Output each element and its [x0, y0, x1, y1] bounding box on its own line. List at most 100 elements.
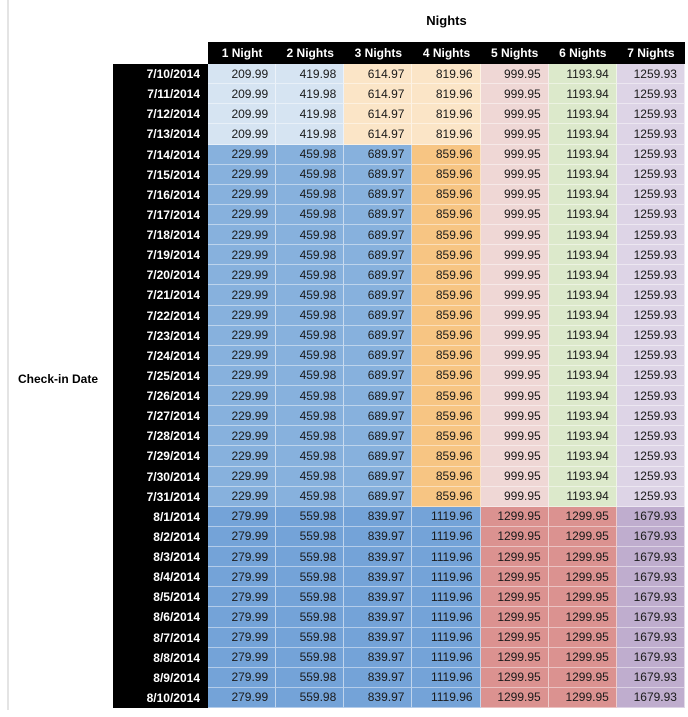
price-cell[interactable]: 1299.95 — [480, 587, 549, 608]
price-cell[interactable]: 459.98 — [276, 164, 345, 185]
price-cell[interactable]: 459.98 — [276, 325, 345, 346]
price-cell[interactable]: 1119.96 — [412, 547, 481, 568]
price-cell[interactable]: 999.95 — [480, 245, 549, 266]
price-cell[interactable]: 229.99 — [208, 285, 277, 306]
price-cell[interactable]: 1193.94 — [548, 325, 617, 346]
date-cell[interactable]: 7/26/2014 — [113, 386, 208, 407]
price-cell[interactable]: 279.99 — [208, 627, 277, 648]
date-cell[interactable]: 7/23/2014 — [113, 325, 208, 346]
price-cell[interactable]: 1119.96 — [412, 567, 481, 588]
price-cell[interactable]: 1299.95 — [548, 526, 617, 547]
price-cell[interactable]: 1259.93 — [616, 426, 685, 447]
price-cell[interactable]: 559.98 — [276, 526, 345, 547]
price-cell[interactable]: 559.98 — [276, 547, 345, 568]
price-cell[interactable]: 689.97 — [344, 184, 413, 205]
price-cell[interactable]: 999.95 — [480, 144, 549, 165]
price-cell[interactable]: 1193.94 — [548, 245, 617, 266]
price-cell[interactable]: 419.98 — [276, 64, 345, 85]
price-cell[interactable]: 1299.95 — [480, 506, 549, 527]
price-cell[interactable]: 999.95 — [480, 285, 549, 306]
price-cell[interactable]: 1193.94 — [548, 104, 617, 125]
price-cell[interactable]: 689.97 — [344, 386, 413, 407]
price-cell[interactable]: 1259.93 — [616, 64, 685, 85]
price-cell[interactable]: 839.97 — [344, 667, 413, 688]
price-cell[interactable]: 229.99 — [208, 164, 277, 185]
price-cell[interactable]: 689.97 — [344, 265, 413, 286]
price-cell[interactable]: 459.98 — [276, 204, 345, 225]
date-cell[interactable]: 8/5/2014 — [113, 587, 208, 608]
price-cell[interactable]: 209.99 — [208, 64, 277, 85]
price-cell[interactable]: 689.97 — [344, 245, 413, 266]
price-cell[interactable]: 229.99 — [208, 204, 277, 225]
price-cell[interactable]: 689.97 — [344, 446, 413, 467]
price-cell[interactable]: 1299.95 — [548, 547, 617, 568]
price-cell[interactable]: 1259.93 — [616, 225, 685, 246]
price-cell[interactable]: 859.96 — [412, 164, 481, 185]
price-cell[interactable]: 559.98 — [276, 687, 345, 708]
price-cell[interactable]: 859.96 — [412, 204, 481, 225]
column-header[interactable]: 4 Nights — [422, 46, 471, 60]
price-cell[interactable]: 1259.93 — [616, 184, 685, 205]
date-cell[interactable]: 8/10/2014 — [113, 687, 208, 708]
date-cell[interactable]: 8/8/2014 — [113, 647, 208, 668]
price-cell[interactable]: 459.98 — [276, 365, 345, 386]
price-cell[interactable]: 1679.93 — [616, 607, 685, 628]
price-cell[interactable]: 419.98 — [276, 84, 345, 105]
price-cell[interactable]: 1299.95 — [480, 627, 549, 648]
column-header[interactable]: 1 Night — [221, 46, 263, 60]
price-cell[interactable]: 839.97 — [344, 687, 413, 708]
price-cell[interactable]: 689.97 — [344, 305, 413, 326]
price-cell[interactable]: 1193.94 — [548, 486, 617, 507]
price-cell[interactable]: 1119.96 — [412, 607, 481, 628]
price-cell[interactable]: 459.98 — [276, 446, 345, 467]
price-cell[interactable]: 1259.93 — [616, 446, 685, 467]
price-cell[interactable]: 1193.94 — [548, 184, 617, 205]
price-cell[interactable]: 229.99 — [208, 426, 277, 447]
price-cell[interactable]: 689.97 — [344, 426, 413, 447]
price-cell[interactable]: 999.95 — [480, 84, 549, 105]
price-cell[interactable]: 1259.93 — [616, 406, 685, 427]
price-cell[interactable]: 859.96 — [412, 285, 481, 306]
price-cell[interactable]: 459.98 — [276, 345, 345, 366]
date-cell[interactable]: 7/25/2014 — [113, 365, 208, 386]
price-cell[interactable]: 859.96 — [412, 426, 481, 447]
price-cell[interactable]: 1299.95 — [548, 607, 617, 628]
price-cell[interactable]: 859.96 — [412, 305, 481, 326]
price-cell[interactable]: 229.99 — [208, 225, 277, 246]
price-cell[interactable]: 999.95 — [480, 426, 549, 447]
price-cell[interactable]: 279.99 — [208, 567, 277, 588]
price-cell[interactable]: 819.96 — [412, 104, 481, 125]
column-header[interactable]: 5 Nights — [490, 46, 539, 60]
price-cell[interactable]: 999.95 — [480, 104, 549, 125]
price-cell[interactable]: 1299.95 — [548, 627, 617, 648]
price-cell[interactable]: 559.98 — [276, 627, 345, 648]
date-cell[interactable]: 8/3/2014 — [113, 547, 208, 568]
price-cell[interactable]: 1299.95 — [548, 587, 617, 608]
price-cell[interactable]: 1299.95 — [480, 567, 549, 588]
price-cell[interactable]: 859.96 — [412, 245, 481, 266]
price-cell[interactable]: 229.99 — [208, 305, 277, 326]
price-cell[interactable]: 859.96 — [412, 365, 481, 386]
price-cell[interactable]: 1679.93 — [616, 506, 685, 527]
price-cell[interactable]: 689.97 — [344, 144, 413, 165]
date-cell[interactable]: 7/20/2014 — [113, 265, 208, 286]
price-cell[interactable]: 1679.93 — [616, 547, 685, 568]
price-cell[interactable]: 1259.93 — [616, 245, 685, 266]
price-cell[interactable]: 229.99 — [208, 386, 277, 407]
price-cell[interactable]: 839.97 — [344, 627, 413, 648]
price-cell[interactable]: 1193.94 — [548, 265, 617, 286]
price-cell[interactable]: 689.97 — [344, 486, 413, 507]
price-cell[interactable]: 859.96 — [412, 486, 481, 507]
price-cell[interactable]: 999.95 — [480, 265, 549, 286]
price-cell[interactable]: 1259.93 — [616, 104, 685, 125]
price-cell[interactable]: 1299.95 — [480, 687, 549, 708]
price-cell[interactable]: 689.97 — [344, 285, 413, 306]
price-cell[interactable]: 209.99 — [208, 104, 277, 125]
column-header[interactable]: 3 Nights — [354, 46, 403, 60]
price-cell[interactable]: 839.97 — [344, 506, 413, 527]
price-cell[interactable]: 1259.93 — [616, 345, 685, 366]
column-header[interactable]: 6 Nights — [559, 46, 607, 60]
price-cell[interactable]: 1193.94 — [548, 446, 617, 467]
price-cell[interactable]: 839.97 — [344, 526, 413, 547]
price-cell[interactable]: 1193.94 — [548, 124, 617, 145]
